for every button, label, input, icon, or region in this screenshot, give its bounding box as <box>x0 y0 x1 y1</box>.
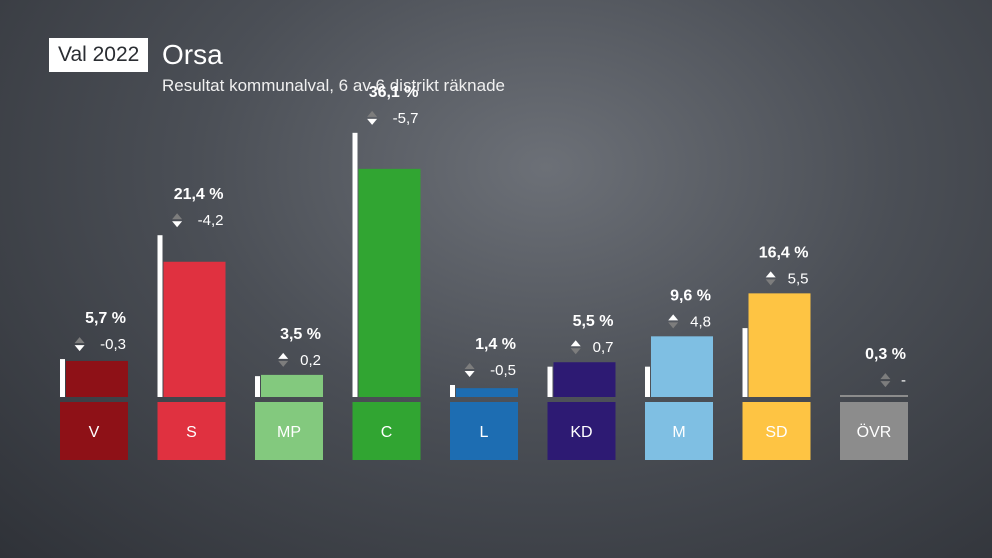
value-label-0: 5,7 % <box>85 310 126 327</box>
previous-result-bar-4 <box>450 384 455 397</box>
party-label-7: SD <box>765 424 787 441</box>
value-label-5: 5,5 % <box>573 313 614 330</box>
party-box-5 <box>547 402 616 460</box>
change-label-3: -5,7 <box>393 110 419 127</box>
previous-result-bar-6 <box>645 366 650 397</box>
change-label-5: 0,7 <box>593 339 614 356</box>
change-down-arrow-icon-3 <box>367 118 378 125</box>
change-down-arrow-icon-0 <box>74 345 85 352</box>
bar-3 <box>358 168 421 397</box>
change-label-4: -0,5 <box>490 362 516 379</box>
value-label-2: 3,5 % <box>280 326 321 343</box>
change-label-6: 4,8 <box>690 313 711 330</box>
change-up-arrow-icon-5 <box>570 340 581 347</box>
bar-1 <box>163 261 226 397</box>
change-down-arrow-icon-4 <box>464 370 475 377</box>
change-up-arrow-icon-2 <box>278 352 289 359</box>
value-label-6: 9,6 % <box>670 287 711 304</box>
bar-8 <box>840 395 908 397</box>
party-label-2: MP <box>277 424 301 441</box>
change-down-arrow-icon-2 <box>278 360 289 367</box>
party-box-1 <box>157 402 226 460</box>
party-label-1: S <box>186 424 197 441</box>
previous-result-bar-5 <box>547 366 553 397</box>
value-label-8: 0,3 % <box>865 346 906 363</box>
bar-6 <box>651 336 713 397</box>
change-up-arrow-icon-0 <box>74 337 85 344</box>
bar-5 <box>553 362 616 397</box>
value-label-1: 21,4 % <box>174 186 224 203</box>
party-label-4: L <box>480 424 489 441</box>
change-up-arrow-icon-8 <box>880 373 891 380</box>
change-label-7: 5,5 <box>788 270 809 287</box>
bar-2 <box>261 374 323 397</box>
change-up-arrow-icon-4 <box>464 362 475 369</box>
previous-result-bar-3 <box>352 132 358 397</box>
value-label-3: 36,1 % <box>369 84 419 101</box>
previous-result-bar-2 <box>255 376 260 397</box>
change-up-arrow-icon-3 <box>367 110 378 117</box>
bar-4 <box>456 388 518 397</box>
party-box-7 <box>742 402 811 460</box>
party-label-8: ÖVR <box>857 423 892 441</box>
party-label-5: KD <box>570 424 592 441</box>
change-up-arrow-icon-7 <box>765 271 776 278</box>
party-box-8 <box>840 402 908 460</box>
page-subtitle: Resultat kommunalval, 6 av 6 distrikt rä… <box>162 76 505 95</box>
page-title: Orsa <box>162 39 223 70</box>
previous-result-bar-7 <box>742 328 748 397</box>
value-label-7: 16,4 % <box>759 244 809 261</box>
party-label-3: C <box>381 424 393 441</box>
party-box-3 <box>352 402 421 460</box>
change-label-8: - <box>901 372 906 389</box>
change-up-arrow-icon-1 <box>172 213 183 220</box>
change-down-arrow-icon-5 <box>570 348 581 355</box>
party-box-6 <box>645 402 713 460</box>
party-box-0 <box>60 402 128 460</box>
change-label-1: -4,2 <box>198 212 224 229</box>
bar-0 <box>66 360 128 397</box>
bar-7 <box>748 293 811 397</box>
party-label-6: M <box>672 424 685 441</box>
election-year-badge: Val 2022 <box>49 38 149 72</box>
change-down-arrow-icon-6 <box>668 322 679 329</box>
party-box-4 <box>450 402 518 460</box>
change-up-arrow-icon-6 <box>668 314 679 321</box>
change-label-2: 0,2 <box>300 352 321 369</box>
change-down-arrow-icon-7 <box>765 279 776 286</box>
previous-result-bar-1 <box>157 235 163 397</box>
value-label-4: 1,4 % <box>475 336 516 353</box>
party-box-2 <box>255 402 323 460</box>
change-down-arrow-icon-1 <box>172 221 183 228</box>
party-label-0: V <box>89 424 100 441</box>
previous-result-bar-0 <box>60 359 65 397</box>
change-down-arrow-icon-8 <box>880 381 891 388</box>
change-label-0: -0,3 <box>100 336 126 353</box>
